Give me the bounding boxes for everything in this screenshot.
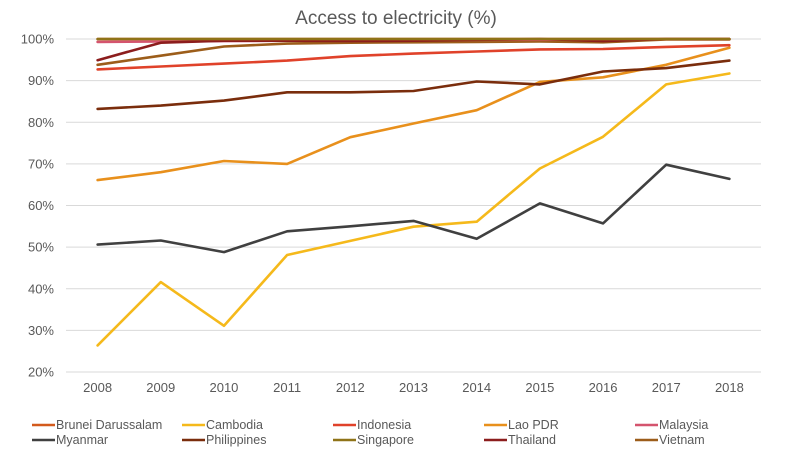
legend-label-philippines: Philippines [206, 433, 266, 447]
series-line-thailand [96, 37, 731, 62]
x-tick-label: 2016 [589, 380, 618, 395]
x-tick-label: 2018 [715, 380, 744, 395]
x-tick-label: 2017 [652, 380, 681, 395]
legend-label-singapore: Singapore [357, 433, 414, 447]
x-tick-label: 2011 [273, 380, 301, 395]
series-line-indonesia [96, 43, 731, 71]
y-tick-label: 20% [28, 365, 54, 380]
series-line-lao-pdr [96, 46, 731, 182]
y-tick-label: 80% [28, 115, 54, 130]
legend-label-myanmar: Myanmar [56, 433, 108, 447]
legend-label-cambodia: Cambodia [206, 418, 263, 432]
y-tick-label: 30% [28, 323, 54, 338]
gridlines [66, 38, 761, 373]
y-tick-label: 90% [28, 73, 54, 88]
x-tick-label: 2014 [462, 380, 491, 395]
series-lines [96, 37, 731, 347]
chart-title: Access to electricity (%) [295, 8, 497, 29]
legend-label-indonesia: Indonesia [357, 418, 411, 432]
y-axis-ticks: 20% 30% 40% 50% 60% 70% 80% 90% 100% [21, 32, 55, 380]
legend: Brunei Darussalam Cambodia Indonesia Lao PD… [32, 418, 708, 447]
x-tick-label: 2009 [146, 380, 175, 395]
x-tick-label: 2008 [83, 380, 112, 395]
legend-label-malaysia: Malaysia [659, 418, 708, 432]
x-tick-label: 2012 [336, 380, 365, 395]
series-line-vietnam [96, 38, 731, 67]
series-line-myanmar [96, 163, 731, 254]
legend-label-vietnam: Vietnam [659, 433, 705, 447]
series-line-philippines [96, 59, 731, 111]
legend-label-brunei-darussalam: Brunei Darussalam [56, 418, 162, 432]
y-tick-label: 100% [21, 32, 55, 47]
legend-label-thailand: Thailand [508, 433, 556, 447]
y-tick-label: 70% [28, 156, 54, 171]
x-tick-label: 2013 [399, 380, 428, 395]
y-tick-label: 50% [28, 240, 54, 255]
series-line-cambodia [96, 72, 731, 347]
y-tick-label: 40% [28, 281, 54, 296]
legend-label-lao-pdr: Lao PDR [508, 418, 559, 432]
x-axis-ticks: 2008 2009 2010 2011 2012 2013 2014 2015 2016 2017… [83, 380, 744, 395]
y-tick-label: 60% [28, 198, 54, 213]
x-tick-label: 2015 [525, 380, 554, 395]
x-tick-label: 2010 [209, 380, 238, 395]
